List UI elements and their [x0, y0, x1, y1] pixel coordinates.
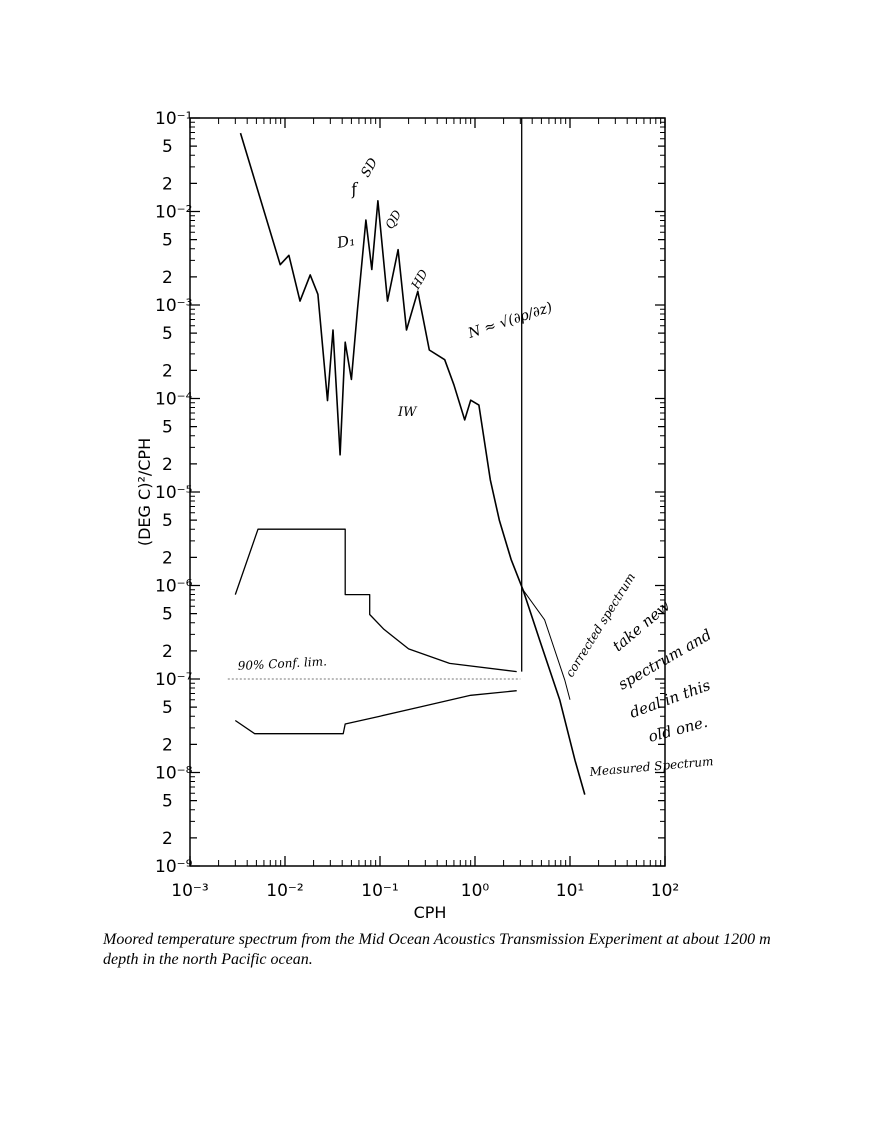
y-tick-label: 2	[162, 548, 173, 568]
y-tick-label: 10⁻²	[155, 203, 192, 223]
y-tick-label: 5	[162, 511, 173, 531]
spectrum-line	[234, 690, 517, 735]
y-tick-label: 5	[162, 792, 173, 812]
x-axis-label: CPH	[414, 903, 447, 922]
caption: Moored temperature spectrum from the Mid…	[103, 931, 771, 968]
annotation: HD	[408, 267, 431, 293]
y-tick-label: 10⁻⁹	[155, 857, 193, 877]
x-tick-label: 10²	[651, 881, 679, 901]
y-tick-label: 5	[162, 698, 173, 718]
y-tick-label: 5	[162, 231, 173, 251]
y-tick-label: 2	[162, 455, 173, 475]
y-tick-label: 2	[162, 829, 173, 849]
x-tick-label: 10⁻²	[266, 881, 303, 901]
annotation: QD	[382, 207, 404, 231]
x-tick-label: 10⁻¹	[361, 881, 398, 901]
annotation: 90% Conf. lim.	[237, 654, 327, 673]
y-tick-label: 5	[162, 605, 173, 625]
annotation: f	[348, 179, 361, 199]
y-tick-label: 10⁻⁴	[155, 390, 193, 410]
annotation: SD	[358, 155, 381, 180]
spectrum-line	[239, 132, 586, 795]
spectrum-line	[234, 528, 517, 673]
y-tick-label: 10⁻⁸	[155, 764, 193, 784]
y-tick-label: 10⁻⁵	[155, 483, 192, 503]
y-tick-label: 5	[162, 137, 173, 157]
annotation: D₁	[335, 231, 357, 252]
y-tick-label: 2	[162, 268, 173, 288]
x-tick-label: 10⁻³	[171, 881, 208, 901]
y-tick-label: 2	[162, 735, 173, 755]
spectrum-line	[522, 589, 571, 700]
annotation: Measured Spectrum	[588, 754, 714, 779]
y-tick-label: 10⁻⁷	[155, 670, 193, 690]
annotation: old one.	[646, 713, 709, 746]
annotation: corrected spectrum	[563, 570, 638, 679]
plot-frame	[189, 117, 666, 867]
y-axis-label: (DEG C)²/CPH	[135, 438, 154, 546]
y-tick-label: 2	[162, 642, 173, 662]
y-tick-label: 2	[162, 174, 173, 194]
annotation: N ≈ √(∂ρ/∂z)	[465, 300, 554, 343]
y-tick-label: 5	[162, 418, 173, 438]
y-tick-label: 10⁻¹	[155, 109, 192, 129]
x-tick-label: 10⁰	[461, 881, 490, 901]
annotation: IW	[397, 405, 418, 420]
y-tick-label: 5	[162, 324, 173, 344]
y-tick-label: 10⁻⁶	[155, 577, 193, 597]
y-tick-label: 2	[162, 361, 173, 381]
y-tick-label: 10⁻³	[155, 296, 192, 316]
x-tick-label: 10¹	[556, 881, 584, 901]
